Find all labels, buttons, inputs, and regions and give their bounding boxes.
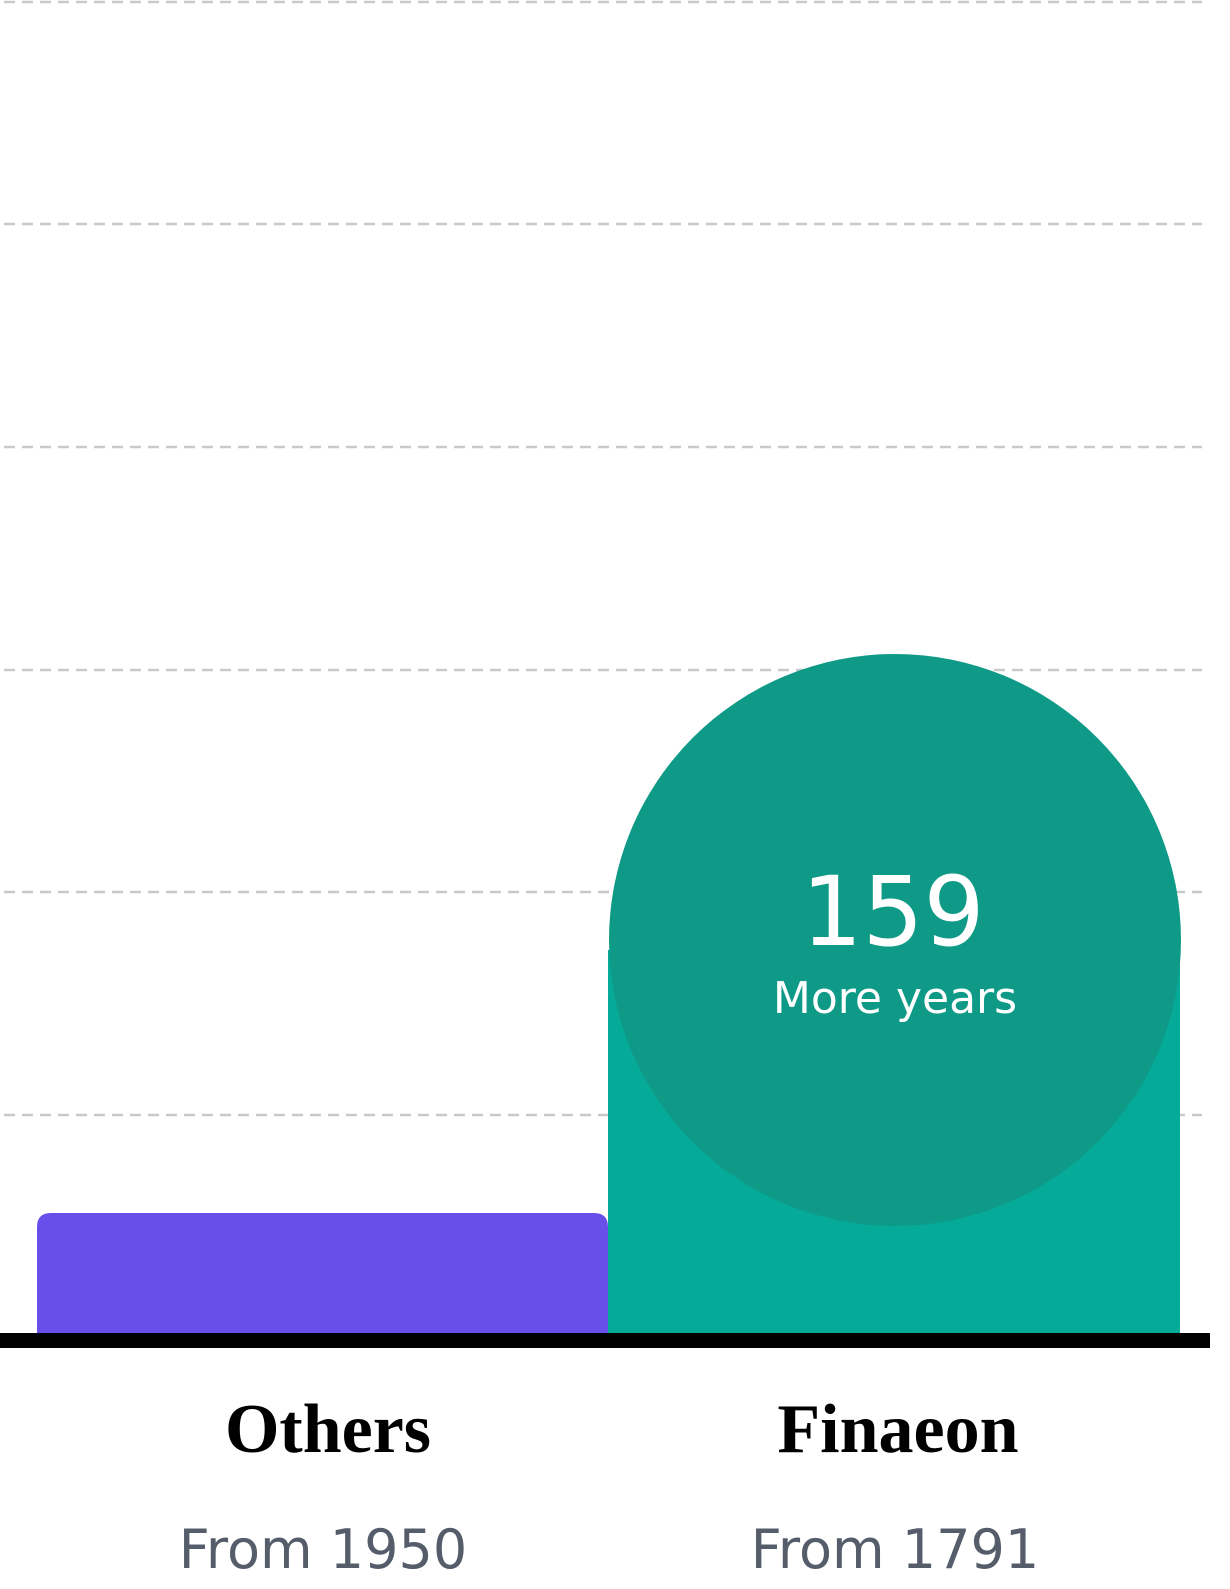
bar-others	[37, 1213, 608, 1333]
highlight-value: 159	[801, 856, 984, 968]
grid	[4, 0, 1202, 1117]
bar-caption: From 1950	[179, 1518, 467, 1581]
bar-caption: From 1791	[751, 1518, 1039, 1581]
highlight-circle	[609, 654, 1181, 1226]
bar-label: Finaeon	[777, 1391, 1018, 1468]
bar-label: Others	[225, 1391, 431, 1468]
highlight-caption: More years	[773, 973, 1017, 1024]
baseline	[0, 1333, 1210, 1348]
